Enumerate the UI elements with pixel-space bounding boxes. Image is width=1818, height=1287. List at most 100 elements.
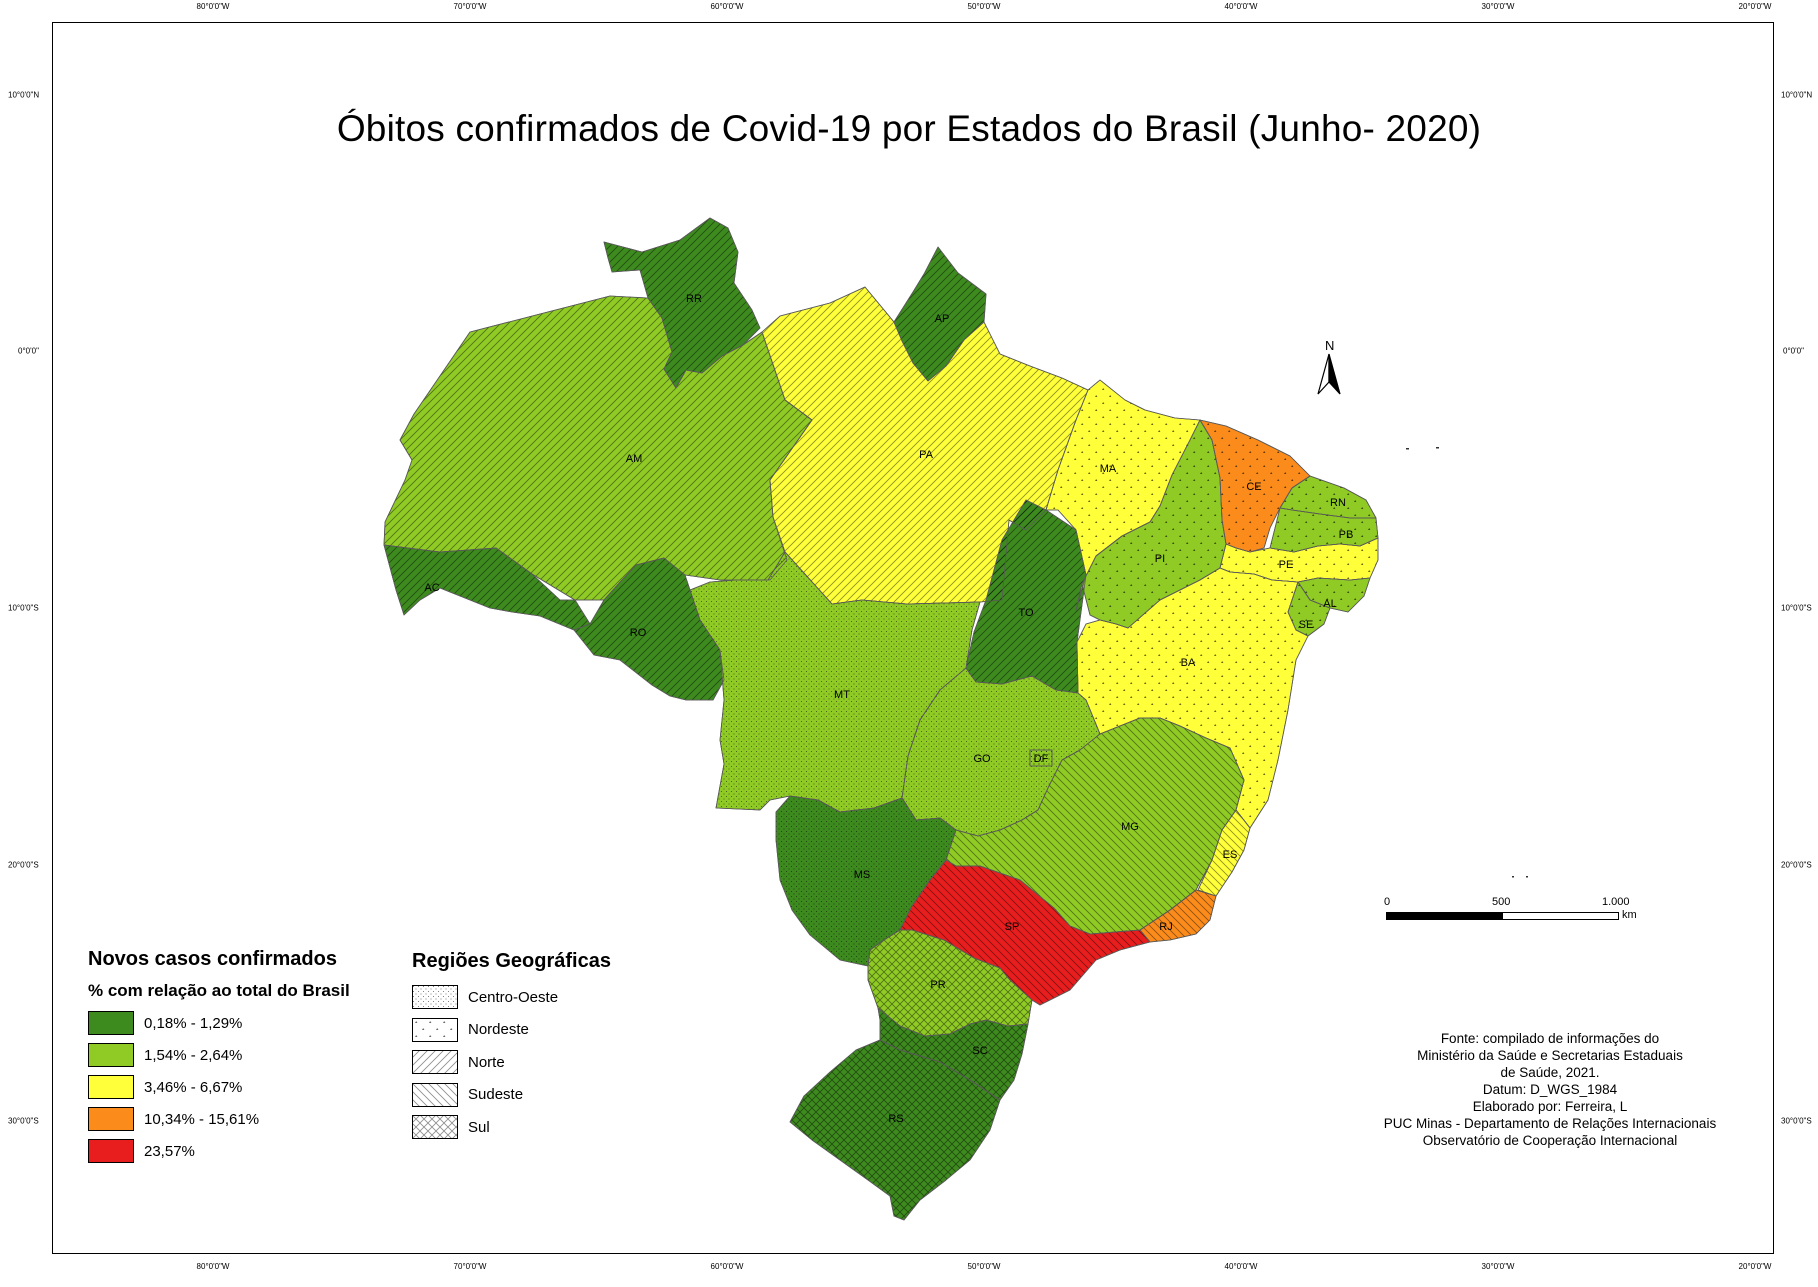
graticule-bottom-label: 40°0'0"W: [1224, 1262, 1258, 1271]
state-outline: [1029, 749, 1053, 767]
graticule-top-label: 60°0'0"W: [710, 2, 744, 11]
state-label-SP: SP: [1005, 921, 1020, 933]
graticule-left-label: 10°0'0"S: [8, 603, 39, 613]
region-swatch-crosshatch: [412, 1115, 458, 1140]
state-outline: [789, 1039, 1001, 1221]
graticule-right-label: 20°0'0"S: [1781, 860, 1812, 870]
north-arrow-icon: [1317, 353, 1341, 395]
legend-item-label: 1,54% - 2,64%: [144, 1046, 243, 1064]
state-pattern-MS: [776, 796, 956, 966]
state-label-MA: MA: [1100, 463, 1117, 475]
state-pattern-BA: [1077, 568, 1308, 828]
state-label-MS: MS: [854, 869, 871, 881]
legend-swatch: [88, 1011, 134, 1035]
state-pattern-GO: [902, 668, 1100, 836]
region-legend-item: Sul: [412, 1111, 611, 1144]
region-legend-item: Nordeste: [412, 1014, 611, 1047]
region-swatch-back-hatch: [412, 1082, 458, 1107]
region-legend-item: Norte: [412, 1046, 611, 1079]
state-pattern-SC: [878, 1008, 1028, 1100]
north-arrow-letter: N: [1325, 338, 1335, 353]
graticule-bottom-label: 70°0'0"W: [453, 1262, 487, 1271]
state-pattern-RO: [574, 558, 724, 700]
state-outline: [573, 557, 725, 701]
graticule-right-label: 10°0'0"N: [1781, 90, 1813, 100]
state-outline: [1199, 419, 1311, 553]
source-line: Observatório de Cooperação Internacional: [1422, 1133, 1678, 1148]
graticule-left-label: 0°0'0": [18, 346, 39, 356]
state-label-DF: DF: [1034, 753, 1049, 765]
graticule-left-label: 30°0'0"S: [8, 1116, 39, 1126]
region-legend-label: Sudeste: [468, 1086, 524, 1104]
state-label-SE: SE: [1299, 619, 1314, 631]
state-label-PA: PA: [919, 449, 934, 461]
state-label-AC: AC: [424, 582, 439, 594]
state-label-PI: PI: [1155, 553, 1165, 565]
state-pattern-TO: [966, 500, 1086, 693]
graticule-bottom-label: 20°0'0"W: [1738, 1262, 1772, 1271]
legend-item-label: 0,18% - 1,29%: [144, 1014, 243, 1032]
state-pattern-ES: [1198, 810, 1250, 896]
source-line: de Saúde, 2021.: [1500, 1065, 1600, 1080]
graticule-top-label: 70°0'0"W: [453, 2, 487, 11]
state-label-RR: RR: [686, 293, 702, 305]
state-label-PE: PE: [1279, 559, 1294, 571]
state-outline: [383, 544, 591, 631]
source-line: PUC Minas - Departamento de Relações Int…: [1383, 1116, 1717, 1131]
legend-item: 23,57%: [88, 1135, 350, 1167]
state-label-ES: ES: [1223, 849, 1238, 861]
region-legend-label: Nordeste: [468, 1021, 529, 1039]
state-label-AP: AP: [935, 313, 950, 325]
state-pattern-AC: [384, 545, 590, 630]
graticule-top-label: 50°0'0"W: [967, 2, 1001, 11]
legend-item-label: 3,46% - 6,67%: [144, 1078, 243, 1096]
legend-swatch: [88, 1139, 134, 1163]
state-outlines: [383, 217, 1379, 1221]
region-swatch-dots: [412, 985, 458, 1010]
state-pattern-PB: [1270, 508, 1378, 552]
graticule-bottom-label: 50°0'0"W: [967, 1262, 1001, 1271]
graticule-bottom-label: 60°0'0"W: [710, 1262, 744, 1271]
scale-bar-graphic: [1386, 912, 1619, 920]
graticule-right-label: 30°0'0"S: [1781, 1116, 1812, 1126]
state-pattern-SP: [900, 860, 1150, 1005]
state-pattern-AL: [1298, 578, 1370, 612]
state-label-TO: TO: [1018, 607, 1034, 619]
state-label-BA: BA: [1181, 657, 1196, 669]
graticule-left-label: 20°0'0"S: [8, 860, 39, 870]
scale-unit: km: [1622, 909, 1637, 921]
graticule-bottom-label: 30°0'0"W: [1481, 1262, 1515, 1271]
state-pattern-RN: [1280, 476, 1376, 518]
scale-label-0: 0: [1384, 896, 1391, 908]
source-line: Elaborado por: Ferreira, L: [1472, 1099, 1628, 1114]
graticule-top-label: 40°0'0"W: [1224, 2, 1258, 11]
state-pattern-PA: [762, 287, 1088, 604]
legend-item: 3,46% - 6,67%: [88, 1071, 350, 1103]
legend-item: 10,34% - 15,61%: [88, 1103, 350, 1135]
region-legend-item: Centro-Oeste: [412, 981, 611, 1014]
region-legend-item: Sudeste: [412, 1079, 611, 1112]
state-label-PB: PB: [1339, 529, 1354, 541]
state-outline: [1139, 889, 1217, 943]
source-line: Datum: D_WGS_1984: [1482, 1082, 1618, 1097]
source-line: Fonte: compilado de informações do: [1440, 1031, 1660, 1046]
state-label-AL: AL: [1323, 598, 1336, 610]
map-frame: [52, 22, 1774, 1254]
state-label-GO: GO: [973, 753, 991, 765]
region-swatch-triangles: [412, 1017, 458, 1042]
legend-item-label: 10,34% - 15,61%: [144, 1110, 260, 1128]
state-label-MG: MG: [1121, 821, 1139, 833]
state-outline: [383, 295, 813, 601]
graticule-bottom-label: 80°0'0"W: [196, 1262, 230, 1271]
graticule-top-label: 80°0'0"W: [196, 2, 230, 11]
state-label-MT: MT: [834, 689, 850, 701]
scale-label-500: 500: [1492, 896, 1511, 908]
state-pattern-MA: [1046, 380, 1200, 610]
state-pattern-RJ: [1140, 890, 1216, 942]
state-label-RO: RO: [630, 627, 647, 639]
source-block: Fonte: compilado de informações do Minis…: [1300, 1030, 1800, 1149]
legend-values: Novos casos confirmados % com relação ao…: [88, 948, 350, 1167]
region-legend-label: Centro-Oeste: [468, 988, 559, 1006]
state-label-RJ: RJ: [1159, 921, 1172, 933]
